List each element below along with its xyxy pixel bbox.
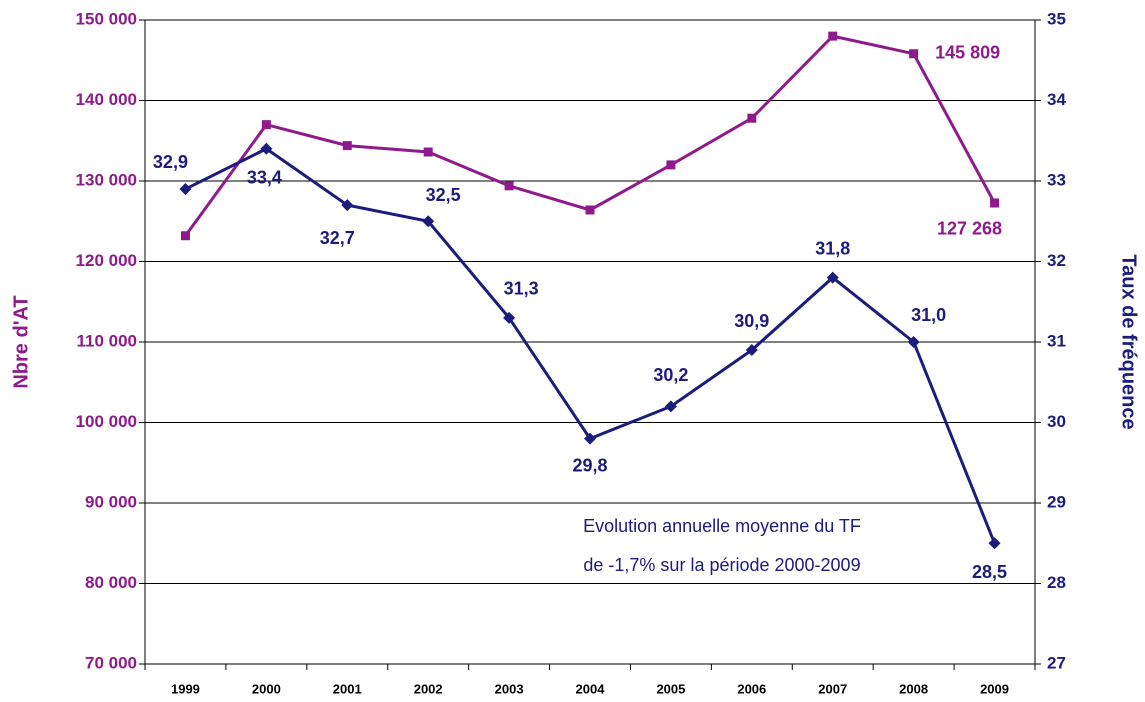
marker (503, 311, 516, 324)
x-tick-label: 2009 (980, 681, 1009, 696)
data-label: 30,2 (653, 365, 688, 385)
data-label: 145 809 (935, 42, 1000, 62)
y2-tick-label: 35 (1047, 9, 1066, 28)
data-label: 33,4 (247, 168, 282, 188)
x-tick-label: 2005 (656, 681, 685, 696)
marker (180, 231, 190, 241)
marker (907, 336, 920, 348)
marker (585, 205, 595, 215)
y2-tick-label: 30 (1047, 412, 1066, 431)
y-tick-label: 70 000 (85, 653, 137, 672)
x-tick-label: 2007 (818, 681, 847, 696)
marker (584, 432, 596, 445)
marker (664, 400, 677, 413)
marker (423, 147, 433, 157)
data-label: 30,9 (734, 311, 769, 331)
x-tick-label: 2004 (576, 681, 606, 696)
marker (990, 198, 1000, 208)
y-tick-label: 90 000 (85, 492, 137, 511)
marker (179, 183, 192, 196)
y2-tick-label: 32 (1047, 251, 1066, 270)
marker (342, 141, 352, 151)
annotation: Evolution annuelle moyenne du TF (583, 516, 861, 536)
data-label: 32,7 (320, 228, 355, 248)
marker (341, 199, 354, 212)
y-tick-label: 140 000 (76, 90, 137, 109)
marker (826, 271, 839, 284)
y2-axis-label: Taux de fréquence (1118, 254, 1140, 429)
marker (828, 31, 838, 41)
y-tick-label: 130 000 (76, 170, 137, 189)
y2-tick-label: 28 (1047, 573, 1066, 592)
x-tick-label: 2002 (414, 681, 443, 696)
x-tick-label: 2006 (737, 681, 766, 696)
marker (909, 49, 919, 59)
marker (666, 160, 676, 170)
y-tick-label: 150 000 (76, 9, 137, 28)
x-tick-label: 2003 (495, 681, 524, 696)
y2-tick-label: 27 (1047, 653, 1066, 672)
x-tick-label: 2008 (899, 681, 928, 696)
marker (422, 215, 435, 228)
y-tick-label: 100 000 (76, 412, 137, 431)
y2-tick-label: 31 (1047, 331, 1066, 350)
x-tick-label: 2000 (252, 681, 281, 696)
x-tick-label: 1999 (171, 681, 200, 696)
data-label: 31,8 (815, 238, 850, 258)
marker (260, 142, 273, 155)
data-label: 29,8 (572, 455, 607, 475)
data-label: 31,0 (911, 305, 946, 325)
y-tick-label: 120 000 (76, 251, 137, 270)
data-label: 31,3 (504, 279, 539, 299)
marker (261, 120, 271, 130)
annotation: de -1,7% sur la période 2000-2009 (583, 555, 860, 575)
marker (747, 113, 757, 123)
y2-tick-label: 34 (1047, 90, 1066, 109)
data-label: 32,9 (153, 152, 188, 172)
y2-tick-label: 29 (1047, 492, 1066, 511)
marker (504, 181, 514, 191)
y-tick-label: 80 000 (85, 573, 137, 592)
data-label: 28,5 (972, 562, 1007, 582)
y-axis-label: Nbre d'AT (10, 295, 32, 388)
y2-tick-label: 33 (1047, 170, 1066, 189)
marker (745, 344, 758, 357)
y-tick-label: 110 000 (76, 331, 137, 350)
data-label: 127 268 (937, 219, 1002, 239)
marker (988, 537, 1001, 550)
data-label: 32,5 (426, 185, 461, 205)
x-tick-label: 2001 (333, 681, 362, 696)
